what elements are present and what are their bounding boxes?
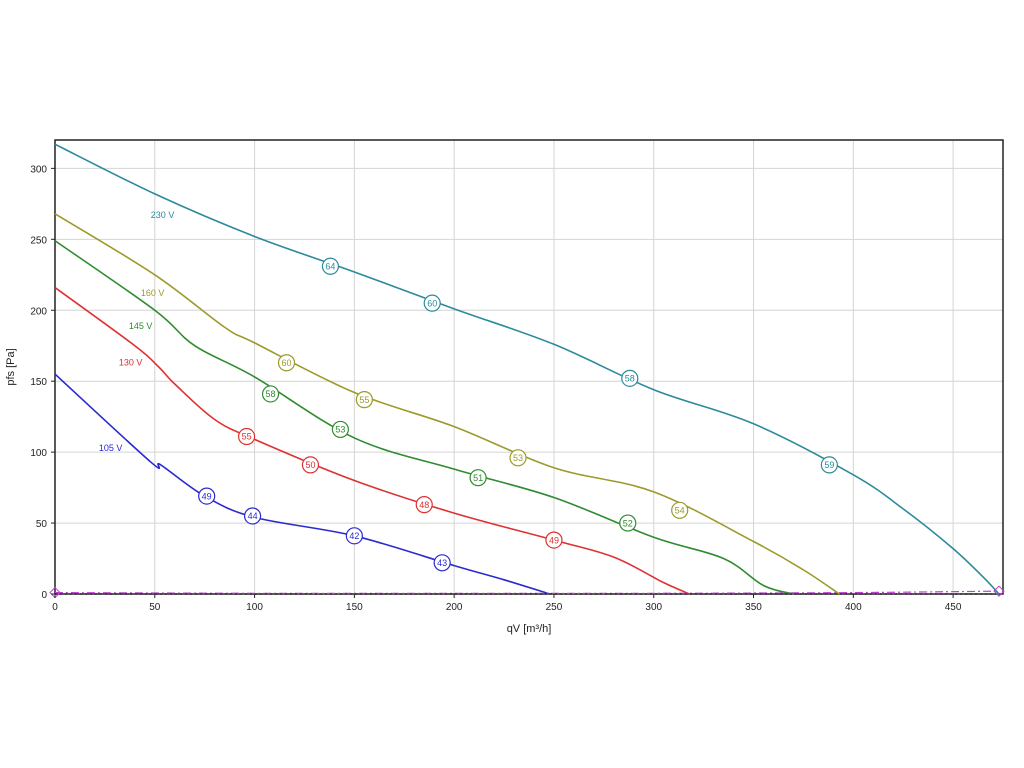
marker-label: 51: [473, 473, 483, 483]
y-axis-title: pfs [Pa]: [5, 348, 17, 385]
series-label: 105 V: [99, 443, 123, 453]
marker-label: 60: [427, 298, 437, 308]
marker-circle: [321, 257, 340, 275]
x-tick-label: 200: [446, 602, 463, 613]
marker-circle: [237, 427, 256, 446]
marker-circle: [621, 369, 639, 387]
marker-circle: [277, 354, 296, 372]
x-axis-title: qV [m³/h]: [507, 623, 552, 635]
marker-label: 55: [359, 395, 369, 405]
marker-circle: [509, 449, 527, 467]
axes: 0 50 100 150 200 250 300 350 400 450 0 50 100 150 200 2…: [30, 164, 962, 613]
x-tick-label: 0: [52, 602, 58, 613]
series-130-v: 130 V 55 50 48 49: [54, 286, 690, 595]
marker-label: 58: [266, 389, 276, 399]
marker-label: 64: [325, 261, 335, 271]
series-label: 130 V: [119, 358, 143, 368]
series-105-v: 105 V 49 44 42 43: [54, 373, 551, 595]
y-tick-label: 200: [30, 306, 47, 317]
y-tick-label: 50: [36, 519, 48, 530]
marker-circle: [423, 294, 441, 312]
marker-label: 60: [282, 358, 292, 368]
marker-label: 43: [437, 558, 447, 568]
series-label: 145 V: [129, 321, 153, 331]
y-tick-label: 250: [30, 235, 47, 246]
marker-label: 44: [248, 511, 258, 521]
x-tick-label: 150: [346, 602, 363, 613]
series-line: [54, 286, 690, 595]
marker-label: 54: [675, 505, 685, 515]
marker-circle: [433, 554, 451, 572]
marker-label: 53: [513, 453, 523, 463]
marker-circle: [331, 420, 349, 439]
marker-circle: [545, 531, 563, 549]
x-tick-label: 250: [546, 602, 563, 613]
series-label: 230 V: [151, 210, 175, 220]
marker-circle: [619, 514, 637, 532]
y-tick-label: 150: [30, 377, 47, 388]
series-230-v: 230 V 64 60 58 59: [54, 143, 1000, 595]
marker-circle: [671, 501, 689, 519]
marker-label: 49: [549, 535, 559, 545]
marker-circle: [345, 527, 363, 545]
marker-label: 52: [623, 518, 633, 528]
plot-frame: [54, 139, 1004, 595]
series-aux-5: [54, 590, 1000, 594]
y-tick-label: 300: [30, 164, 47, 175]
grid: [55, 140, 1003, 594]
y-tick-label: 100: [30, 448, 47, 459]
x-tick-label: 400: [845, 602, 862, 613]
marker-label: 55: [242, 432, 252, 442]
series-line: [54, 213, 840, 595]
series-label: 160 V: [141, 288, 165, 298]
marker-label: 53: [335, 425, 345, 435]
x-tick-label: 450: [945, 602, 962, 613]
marker-circle: [301, 456, 320, 474]
marker-circle: [415, 496, 433, 514]
marker-label: 58: [625, 374, 635, 384]
x-tick-label: 300: [645, 602, 662, 613]
x-tick-label: 50: [149, 602, 161, 613]
marker-label: 48: [419, 500, 429, 510]
series-line: [54, 590, 1000, 594]
marker-circle: [261, 385, 280, 403]
marker-circle: [243, 507, 262, 525]
marker-label: 59: [824, 460, 834, 470]
marker-circle: [820, 456, 838, 474]
series-line: [54, 240, 794, 595]
x-tick-label: 350: [745, 602, 762, 613]
marker-label: 42: [349, 531, 359, 541]
aux-end-marker: [993, 585, 1005, 597]
marker-label: 50: [305, 460, 315, 470]
marker-label: 49: [202, 491, 212, 501]
x-tick-label: 100: [246, 602, 263, 613]
series-145-v: 145 V 58 53 51 52: [54, 240, 794, 595]
series-line: [54, 143, 1000, 595]
y-tick-label: 0: [41, 590, 47, 601]
marker-circle: [355, 391, 373, 409]
series-160-v: 160 V 60 55 53 54: [54, 213, 840, 595]
aux-end-marker: [49, 586, 61, 599]
marker-circle: [469, 469, 487, 487]
marker-circle: [198, 487, 216, 505]
